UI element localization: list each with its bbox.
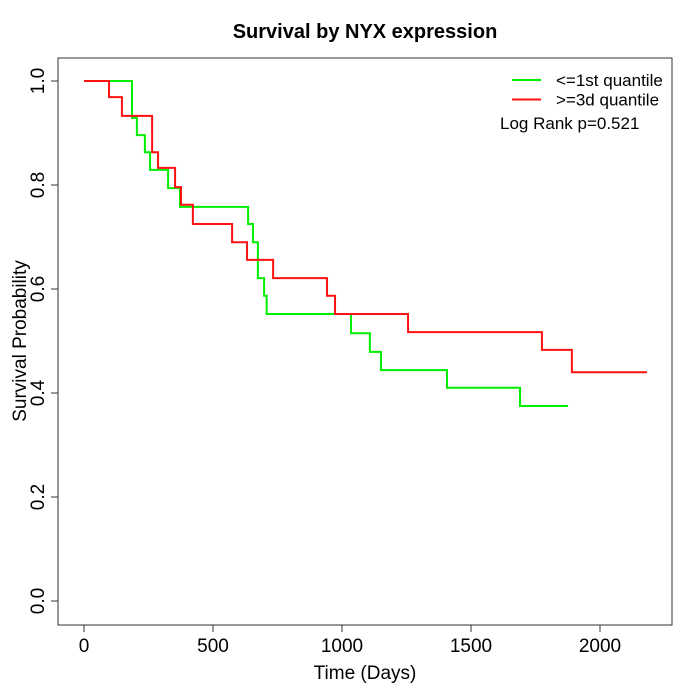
x-axis-label: Time (Days) xyxy=(314,663,417,684)
legend-label: <=1st quantile xyxy=(556,71,663,90)
y-tick-label: 0.4 xyxy=(28,379,49,406)
km-curve-high-expression xyxy=(84,80,647,374)
legend: <=1st quantile>=3d quantile xyxy=(512,71,663,110)
plot-box xyxy=(57,57,673,626)
plot-title: Survival by NYX expression xyxy=(233,21,498,43)
x-axis: 0 500 1000 1500 2000 xyxy=(79,625,621,657)
x-tick-label: 1000 xyxy=(321,636,363,657)
log-rank-annotation: Log Rank p=0.521 xyxy=(500,114,639,133)
y-axis-label: Survival Probability xyxy=(10,260,31,422)
y-tick-label: 0.2 xyxy=(28,484,49,510)
legend-label: >=3d quantile xyxy=(556,91,659,110)
km-curve-low-expression xyxy=(84,80,569,407)
y-tick-label: 1.0 xyxy=(28,68,49,94)
survival-curves xyxy=(84,80,647,407)
x-tick-label: 2000 xyxy=(579,636,621,657)
y-axis: 0.0 0.2 0.4 0.6 0.8 1.0 xyxy=(28,68,58,614)
y-tick-label: 0.6 xyxy=(28,276,49,302)
x-tick-label: 1500 xyxy=(450,636,492,657)
y-tick-label: 0.0 xyxy=(28,588,49,614)
y-tick-label: 0.8 xyxy=(28,172,49,198)
x-tick-label: 0 xyxy=(79,636,90,657)
x-tick-label: 500 xyxy=(197,636,229,657)
